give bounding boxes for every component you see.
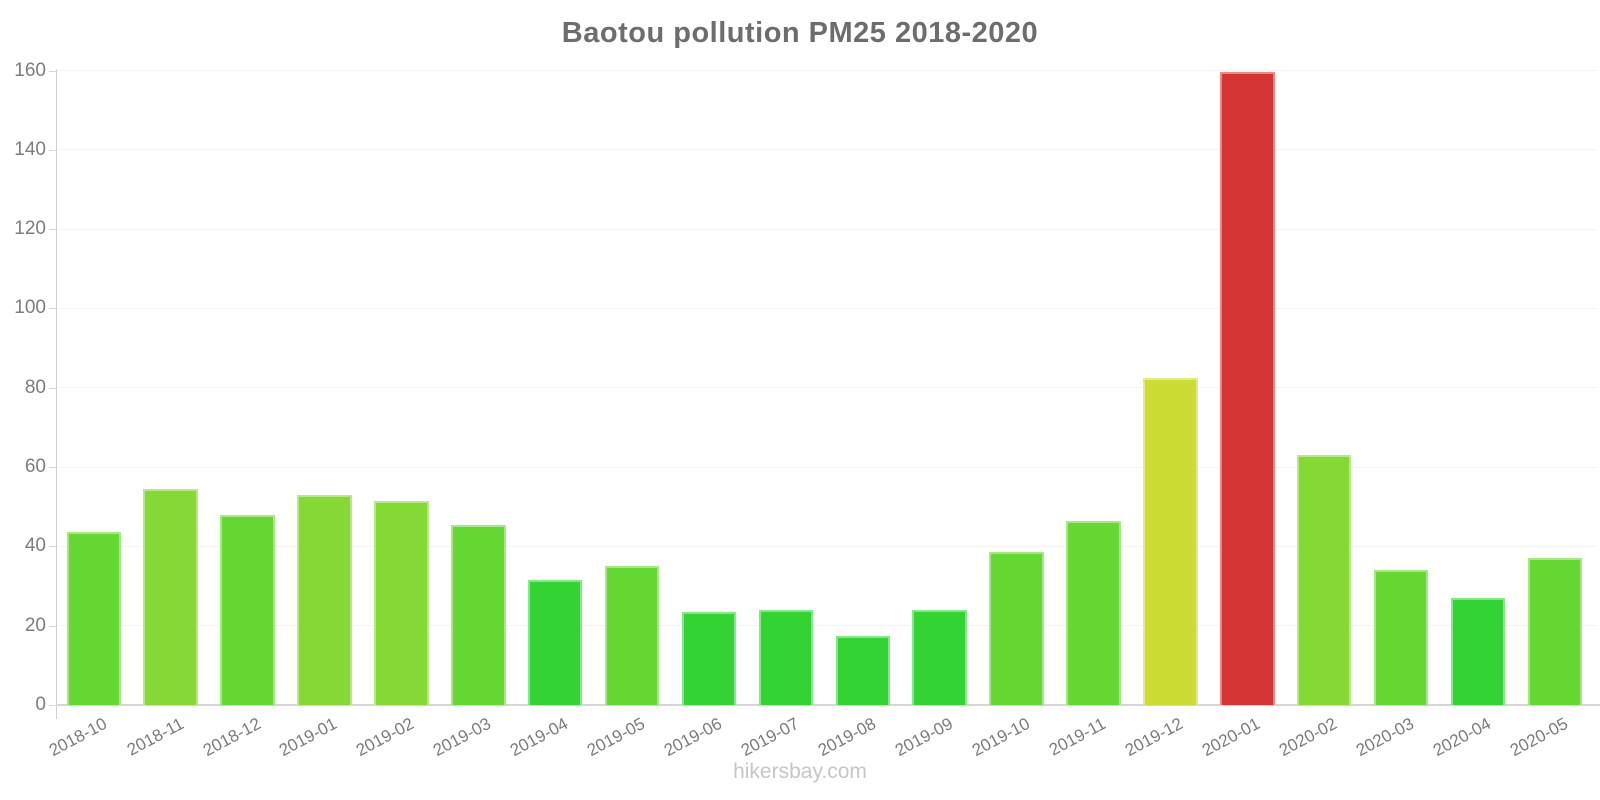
y-axis-line bbox=[56, 69, 57, 719]
y-axis-label: 80 bbox=[24, 376, 46, 398]
bar-2019-03[interactable] bbox=[451, 524, 506, 705]
y-tick bbox=[49, 705, 57, 706]
bar-2019-05[interactable] bbox=[604, 566, 660, 705]
bar-2019-09[interactable] bbox=[912, 609, 967, 705]
bar-2019-10[interactable] bbox=[989, 552, 1044, 705]
gridline bbox=[57, 307, 1597, 309]
y-axis-label: 120 bbox=[14, 218, 46, 240]
bar-2020-02[interactable] bbox=[1296, 455, 1352, 705]
x-axis-line bbox=[56, 704, 1600, 706]
gridline bbox=[57, 545, 1597, 547]
gridline bbox=[57, 149, 1597, 151]
gridline bbox=[57, 228, 1597, 230]
bar-2020-05[interactable] bbox=[1527, 558, 1583, 705]
bar-2019-11[interactable] bbox=[1066, 520, 1121, 705]
bar-2019-07[interactable] bbox=[758, 609, 814, 705]
y-tick bbox=[49, 229, 57, 231]
bar-2020-04[interactable] bbox=[1450, 597, 1506, 705]
y-axis-label: 20 bbox=[24, 614, 46, 636]
gridline bbox=[57, 466, 1597, 468]
bar-2018-12[interactable] bbox=[220, 514, 275, 705]
y-axis-label: 160 bbox=[14, 59, 46, 81]
bar-2019-06[interactable] bbox=[681, 611, 737, 705]
chart-title: Baotou pollution PM25 2018-2020 bbox=[561, 17, 1039, 49]
gridline bbox=[57, 625, 1597, 627]
gridline bbox=[57, 70, 1597, 71]
bar-2018-11[interactable] bbox=[143, 488, 198, 705]
bar-2020-03[interactable] bbox=[1373, 570, 1429, 705]
gridline bbox=[57, 387, 1597, 389]
y-tick bbox=[49, 625, 57, 627]
x-axis-tick bbox=[56, 706, 57, 719]
bar-2019-02[interactable] bbox=[374, 500, 429, 705]
y-axis-label: 100 bbox=[14, 297, 46, 319]
bar-2020-01[interactable] bbox=[1220, 72, 1275, 705]
y-tick bbox=[49, 387, 57, 389]
y-axis-label: 0 bbox=[35, 694, 46, 715]
y-tick bbox=[49, 467, 57, 469]
bar-2019-08[interactable] bbox=[835, 635, 890, 705]
watermark-text: hikersbay.com bbox=[733, 760, 867, 783]
bar-2019-12[interactable] bbox=[1143, 377, 1198, 705]
y-tick bbox=[49, 308, 57, 310]
y-axis-label: 40 bbox=[24, 535, 46, 557]
y-axis-label: 140 bbox=[14, 138, 46, 160]
y-tick bbox=[49, 546, 57, 548]
y-axis-label: 60 bbox=[24, 456, 46, 478]
y-tick bbox=[49, 70, 57, 72]
bar-2019-01[interactable] bbox=[297, 494, 352, 705]
bar-2019-04[interactable] bbox=[527, 580, 583, 705]
y-tick bbox=[49, 149, 57, 151]
bar-2018-10[interactable] bbox=[66, 532, 121, 705]
